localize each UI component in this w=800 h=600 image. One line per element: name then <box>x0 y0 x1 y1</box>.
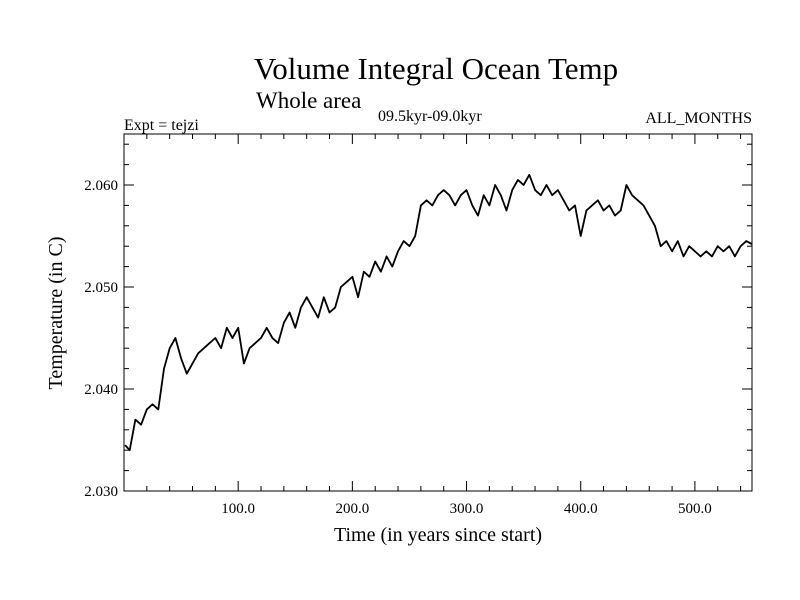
months-label: ALL_MONTHS <box>645 110 752 127</box>
y-tick-label: 2.040 <box>84 382 118 398</box>
plot-frame <box>123 133 753 492</box>
x-tick-label: 300.0 <box>450 501 484 517</box>
x-axis-tick-labels: 100.0 200.0 300.0 400.0 500.0 <box>221 501 711 517</box>
x-tick-label: 100.0 <box>221 501 255 517</box>
x-tick-label: 400.0 <box>564 501 598 517</box>
y-axis-ticks <box>124 143 752 472</box>
y-tick-label: 2.030 <box>84 484 118 500</box>
y-tick-label: 2.060 <box>84 178 118 194</box>
x-tick-label: 200.0 <box>335 501 369 517</box>
y-tick-label: 2.050 <box>84 280 118 296</box>
series-line <box>124 173 753 452</box>
y-axis-tick-labels: 2.030 2.040 2.050 2.060 <box>84 178 118 500</box>
y-axis-label: Temperature (in C) <box>45 237 67 390</box>
period-label: 09.5kyr-09.0kyr <box>378 108 482 125</box>
experiment-label: Expt = tejzi <box>124 117 199 134</box>
x-tick-label: 500.0 <box>678 501 712 517</box>
x-axis-label: Time (in years since start) <box>334 524 542 546</box>
chart-title: Volume Integral Ocean Temp <box>254 51 618 86</box>
x-axis-ticks <box>146 134 742 491</box>
chart-subtitle: Whole area <box>256 88 361 113</box>
